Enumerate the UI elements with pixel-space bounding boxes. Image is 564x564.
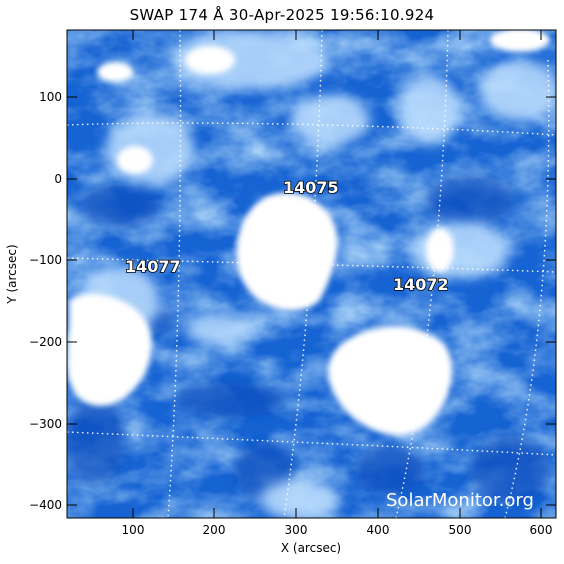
- x-tick-label: 200: [203, 523, 226, 537]
- y-tick-label: −300: [29, 417, 62, 431]
- solar-image: 14075 14077 14072 SolarMonitor.org: [67, 30, 556, 518]
- x-tick-label: 400: [367, 523, 390, 537]
- image-title: SWAP 174 Å 30-Apr-2025 19:56:10.924: [130, 5, 435, 24]
- x-tick-label: 600: [530, 523, 553, 537]
- x-tick-label: 300: [285, 523, 308, 537]
- region-label-14077: 14077: [125, 257, 181, 276]
- region-label-14075: 14075: [283, 178, 339, 197]
- y-axis: 100 0 −100 −200 −300 −400 Y (arcsec): [5, 90, 62, 512]
- y-axis-label: Y (arcsec): [5, 244, 19, 304]
- y-tick-label: 0: [54, 172, 62, 186]
- x-axis-ticks: [132, 30, 542, 518]
- y-axis-ticks: [67, 96, 556, 506]
- region-label-14072: 14072: [393, 275, 449, 294]
- x-axis-label: X (arcsec): [281, 541, 341, 555]
- active-region-labels: 14075 14077 14072: [124, 177, 449, 295]
- x-axis: 100 200 300 400 500 600 X (arcsec): [122, 523, 553, 555]
- heliographic-grid: [67, 30, 556, 518]
- watermark: SolarMonitor.org: [386, 490, 534, 511]
- y-tick-label: −200: [29, 335, 62, 349]
- y-tick-label: 100: [39, 90, 62, 104]
- plot-frame: [66, 29, 557, 519]
- y-tick-label: −400: [29, 498, 62, 512]
- y-tick-label: −100: [29, 253, 62, 267]
- x-tick-label: 100: [122, 523, 145, 537]
- x-tick-label: 500: [449, 523, 472, 537]
